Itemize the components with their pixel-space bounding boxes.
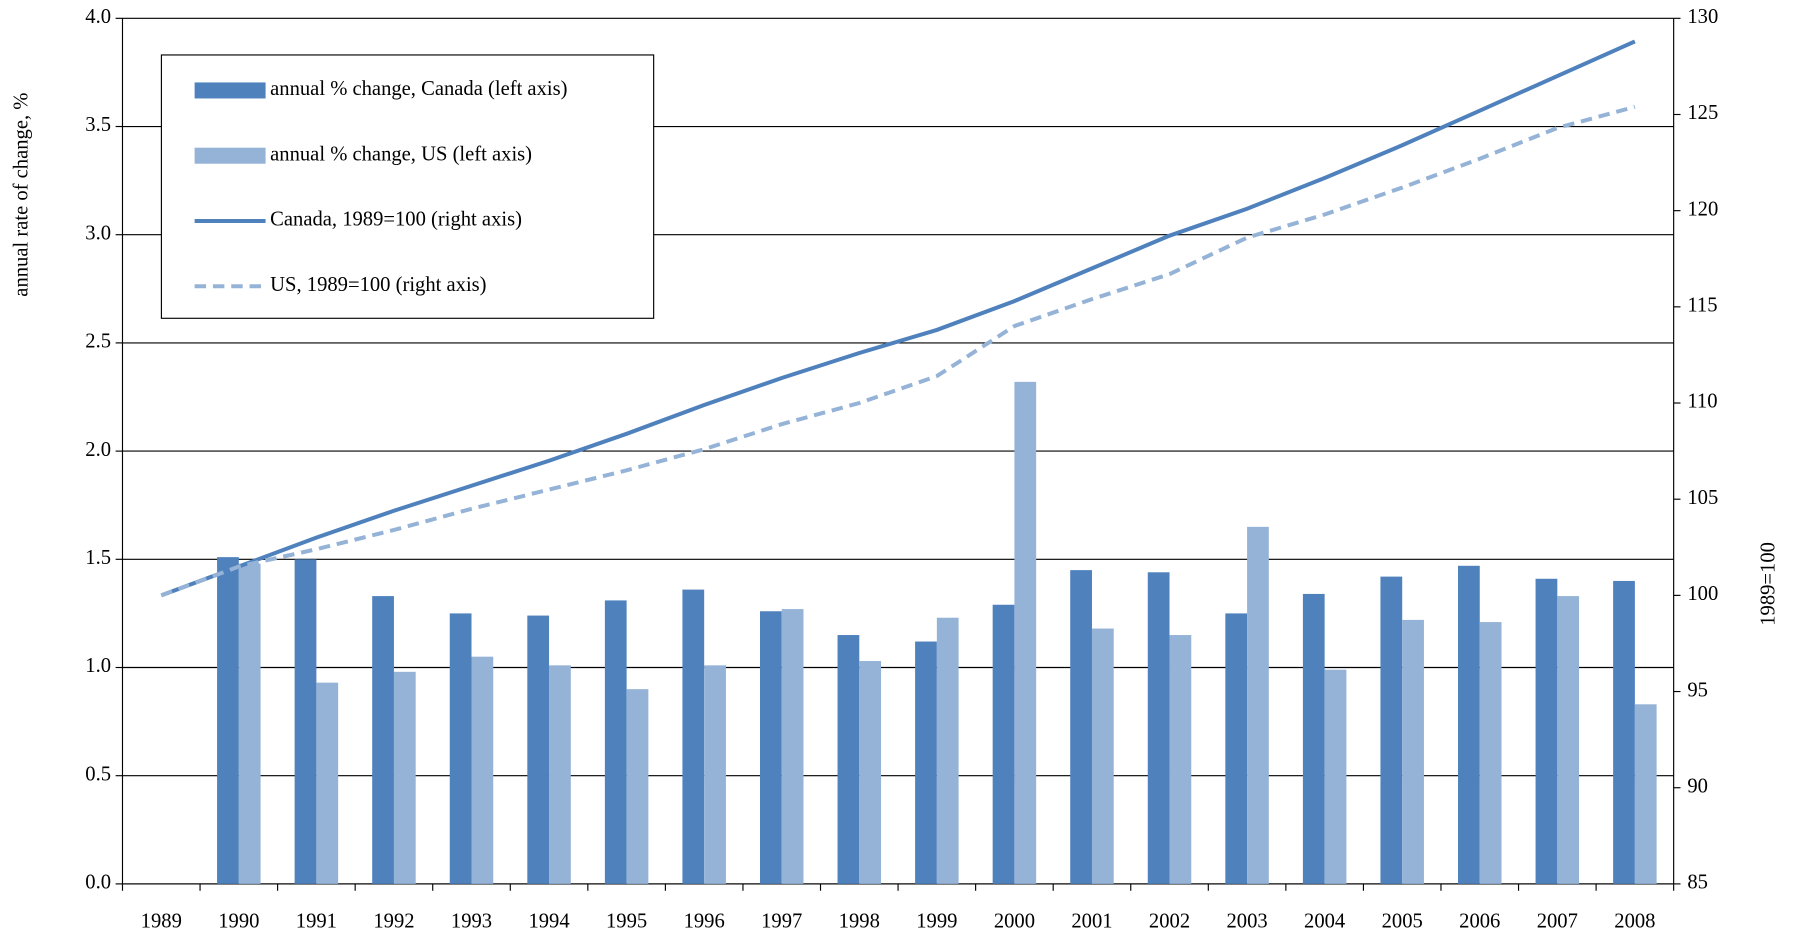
bar [1014, 381, 1037, 884]
x-tick-label: 2007 [1537, 911, 1578, 933]
x-tick-label: 1993 [451, 911, 492, 933]
bar [471, 656, 494, 884]
x-tick-label: 1997 [761, 911, 802, 933]
x-tick-label: 1999 [916, 911, 957, 933]
y2-tick-label: 105 [1687, 487, 1718, 509]
bar [393, 671, 416, 884]
y-tick-label: 3.0 [85, 222, 111, 244]
x-tick-label: 2004 [1304, 911, 1345, 933]
legend-label: annual % change, Canada (left axis) [270, 78, 567, 100]
bar [936, 617, 959, 884]
x-tick-label: 2005 [1382, 911, 1423, 933]
x-tick-label: 2002 [1149, 911, 1190, 933]
bar [604, 600, 627, 884]
bar [527, 615, 550, 884]
legend-label: Canada, 1989=100 (right axis) [270, 209, 522, 231]
bar [1091, 628, 1114, 884]
x-tick-label: 1995 [606, 911, 647, 933]
bar [1535, 578, 1558, 884]
bar [992, 604, 1015, 884]
bar [238, 563, 261, 884]
y2-tick-label: 85 [1687, 872, 1708, 894]
y-tick-label: 3.5 [85, 114, 111, 136]
y-tick-label: 2.5 [85, 331, 111, 353]
y2-tick-label: 95 [1687, 679, 1708, 701]
x-tick-label: 2006 [1459, 911, 1500, 933]
bar [294, 559, 317, 884]
bar [626, 689, 649, 884]
bar [1479, 622, 1502, 884]
bar [1380, 576, 1403, 884]
bar [1225, 613, 1248, 884]
legend-swatch [194, 147, 266, 164]
bar [1070, 570, 1092, 884]
y2-tick-label: 125 [1687, 102, 1718, 124]
bar [915, 641, 937, 884]
y-tick-label: 2.0 [85, 439, 111, 461]
y2-tick-label: 100 [1687, 583, 1718, 605]
bar [217, 557, 239, 884]
bar [682, 589, 705, 884]
line [160, 39, 1636, 598]
x-tick-label: 1994 [528, 911, 569, 933]
bar [1247, 526, 1269, 884]
y-axis-label: annual rate of change, % [11, 93, 33, 297]
bar [859, 661, 882, 884]
bar [1302, 593, 1325, 884]
bar [1169, 635, 1192, 884]
y2-tick-label: 130 [1687, 6, 1718, 28]
bar [1458, 565, 1480, 884]
y-tick-label: 1.0 [85, 655, 111, 677]
bar [549, 665, 571, 884]
bar [759, 611, 782, 884]
y2-tick-label: 115 [1687, 295, 1717, 317]
x-tick-label: 1990 [218, 911, 259, 933]
x-tick-label: 2001 [1071, 911, 1112, 933]
x-tick-label: 2008 [1614, 911, 1655, 933]
y2-axis-label: 1989=100 [1758, 542, 1780, 626]
bar [704, 665, 726, 884]
y2-tick-label: 90 [1687, 775, 1708, 797]
y-tick-label: 0.5 [85, 763, 111, 785]
bar [449, 613, 472, 884]
bar [1402, 619, 1424, 884]
x-tick-label: 1996 [684, 911, 725, 933]
y-tick-label: 0.0 [85, 872, 111, 894]
bar [1557, 596, 1580, 884]
y2-tick-label: 120 [1687, 198, 1718, 220]
x-tick-label: 1998 [839, 911, 880, 933]
bar [1634, 704, 1657, 884]
y2-tick-label: 110 [1687, 391, 1717, 413]
bar [1324, 669, 1347, 884]
bar [372, 596, 394, 884]
bar [316, 682, 339, 884]
x-tick-label: 2003 [1226, 911, 1267, 933]
bar [781, 609, 804, 884]
x-tick-label: 2000 [994, 911, 1035, 933]
x-tick-label: 1991 [296, 911, 337, 933]
y-tick-label: 1.5 [85, 547, 111, 569]
legend-swatch [194, 82, 266, 99]
y-tick-label: 4.0 [85, 6, 111, 28]
x-tick-label: 1992 [373, 911, 414, 933]
legend-box [160, 54, 655, 319]
x-tick-label: 1989 [141, 911, 182, 933]
legend-label: US, 1989=100 (right axis) [270, 274, 486, 296]
bar [1147, 572, 1170, 884]
legend-label: annual % change, US (left axis) [270, 143, 532, 165]
bar [837, 635, 860, 884]
bar [1613, 580, 1635, 884]
